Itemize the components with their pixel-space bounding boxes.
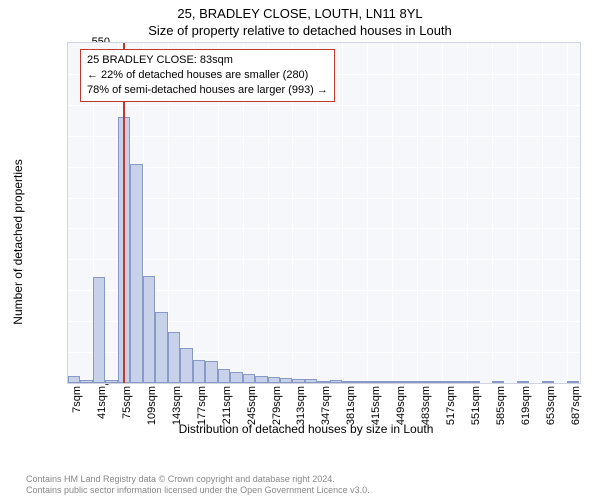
histogram-bar (492, 381, 504, 383)
x-tick-label: 415sqm (370, 386, 382, 425)
histogram-bar (392, 381, 404, 383)
histogram-bar (243, 374, 255, 383)
histogram-bar (305, 379, 317, 383)
annotation-line3: 78% of semi-detached houses are larger (… (87, 83, 328, 98)
gridline-v (417, 43, 418, 383)
gridline-v (567, 43, 568, 383)
x-tick-label: 687sqm (570, 386, 582, 425)
histogram-bar (180, 348, 192, 383)
x-tick-label: 41sqm (96, 386, 108, 419)
histogram-bar (93, 277, 105, 383)
histogram-bar (342, 381, 354, 383)
histogram-bar (255, 376, 267, 383)
histogram-bar (292, 379, 304, 383)
histogram-bar (193, 360, 205, 383)
histogram-bar (417, 381, 429, 383)
histogram-bar (380, 381, 392, 383)
gridline-v (367, 43, 368, 383)
x-tick-label: 517sqm (445, 386, 457, 425)
y-axis-label: Number of detached properties (11, 159, 25, 324)
x-tick-label: 619sqm (520, 386, 532, 425)
chart-container: Number of detached properties 0501001502… (26, 42, 586, 442)
x-tick-label: 211sqm (221, 386, 233, 424)
x-tick-label: 449sqm (395, 386, 407, 425)
gridline-v (342, 43, 343, 383)
gridline-h (68, 259, 580, 260)
histogram-bar (268, 377, 280, 383)
x-tick-label: 75sqm (121, 386, 133, 419)
annotation-box: 25 BRADLEY CLOSE: 83sqm ← 22% of detache… (80, 49, 335, 102)
x-tick-label: 585sqm (495, 386, 507, 425)
gridline-v (442, 43, 443, 383)
histogram-bar (367, 381, 379, 383)
histogram-bar (567, 381, 579, 383)
histogram-bar (130, 164, 142, 383)
footer-line2: Contains public sector information licen… (26, 485, 590, 496)
annotation-line1: 25 BRADLEY CLOSE: 83sqm (87, 53, 328, 68)
chart-title-line1: 25, BRADLEY CLOSE, LOUTH, LN11 8YL (0, 6, 600, 21)
x-tick-label: 381sqm (345, 386, 357, 425)
x-tick-label: 7sqm (71, 386, 83, 413)
histogram-bar (230, 372, 242, 383)
gridline-v (542, 43, 543, 383)
histogram-bar (168, 332, 180, 383)
gridline-v (392, 43, 393, 383)
gridline-v (492, 43, 493, 383)
plot-area: 25 BRADLEY CLOSE: 83sqm ← 22% of detache… (67, 42, 581, 384)
x-tick-label: 245sqm (246, 386, 258, 425)
x-tick-label: 653sqm (545, 386, 557, 425)
histogram-bar (430, 381, 442, 383)
annotation-line2: ← 22% of detached houses are smaller (28… (87, 68, 328, 83)
gridline-v (467, 43, 468, 383)
x-tick-label: 313sqm (295, 386, 307, 425)
histogram-bar (317, 381, 329, 383)
histogram-bar (330, 380, 342, 383)
x-tick-label: 177sqm (196, 386, 208, 425)
x-tick-label: 347sqm (320, 386, 332, 425)
histogram-bar (68, 376, 80, 383)
x-tick-label: 483sqm (420, 386, 432, 425)
histogram-bar (205, 361, 217, 383)
histogram-bar (455, 381, 467, 383)
histogram-bar (218, 369, 230, 383)
gridline-h (68, 136, 580, 137)
x-axis-label: Distribution of detached houses by size … (26, 422, 586, 436)
histogram-bar (442, 381, 454, 383)
gridline-v (517, 43, 518, 383)
gridline-h (68, 167, 580, 168)
gridline-h (68, 228, 580, 229)
histogram-bar (280, 378, 292, 383)
histogram-bar (80, 380, 92, 383)
histogram-bar (355, 381, 367, 383)
footer-attribution: Contains HM Land Registry data © Crown c… (26, 474, 590, 497)
x-tick-label: 279sqm (271, 386, 283, 425)
histogram-bar (155, 312, 167, 383)
x-tick-label: 143sqm (171, 386, 183, 425)
histogram-bar (105, 380, 117, 383)
footer-line1: Contains HM Land Registry data © Crown c… (26, 474, 590, 485)
x-tick-label: 109sqm (146, 386, 158, 425)
histogram-bar (517, 381, 529, 383)
histogram-bar (467, 381, 479, 383)
histogram-bar (542, 381, 554, 383)
histogram-bar (405, 381, 417, 383)
gridline-h (68, 105, 580, 106)
x-tick-label: 551sqm (470, 386, 482, 425)
histogram-bar (143, 276, 155, 383)
gridline-h (68, 198, 580, 199)
